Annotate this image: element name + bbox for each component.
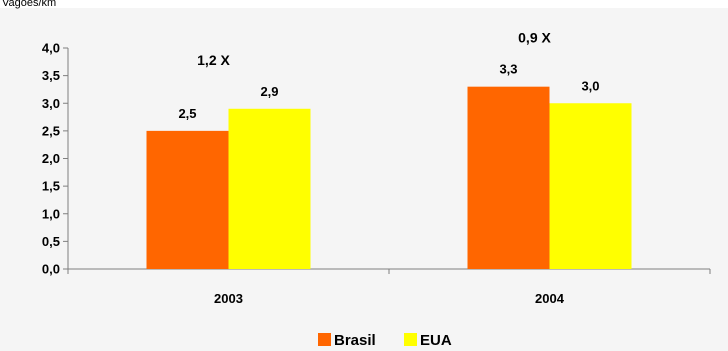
y-tick-label: 0,0 <box>42 262 60 277</box>
data-label: 2,9 <box>260 84 278 99</box>
data-label: 2,5 <box>178 106 196 121</box>
x-tick-label: 2003 <box>214 291 243 306</box>
y-tick-label: 3,0 <box>42 96 60 111</box>
y-axis-unit-label: Vagões/km <box>2 0 56 9</box>
bar-brasil-2004 <box>467 86 550 269</box>
legend-label: EUA <box>420 332 452 349</box>
legend-label: Brasil <box>334 332 376 349</box>
ratio-annotation: 0,9 X <box>518 30 551 46</box>
data-label: 3,0 <box>581 78 599 93</box>
x-tick-label: 2004 <box>535 291 565 306</box>
bar-eua-2003 <box>228 108 311 270</box>
legend-swatch-brasil <box>318 333 331 346</box>
y-tick-label: 3,5 <box>42 68 60 83</box>
y-tick-label: 1,5 <box>42 179 60 194</box>
y-tick-label: 0,5 <box>42 234 60 249</box>
ratio-annotation: 1,2 X <box>197 52 230 68</box>
y-tick-label: 1,0 <box>42 206 60 221</box>
bar-eua-2004 <box>549 103 632 269</box>
data-label: 3,3 <box>499 62 517 77</box>
y-tick-label: 2,0 <box>42 151 60 166</box>
bar-brasil-2003 <box>146 130 229 269</box>
y-tick-label: 4,0 <box>42 41 60 56</box>
y-tick-label: 2,5 <box>42 123 60 138</box>
legend-swatch-eua <box>404 333 417 346</box>
